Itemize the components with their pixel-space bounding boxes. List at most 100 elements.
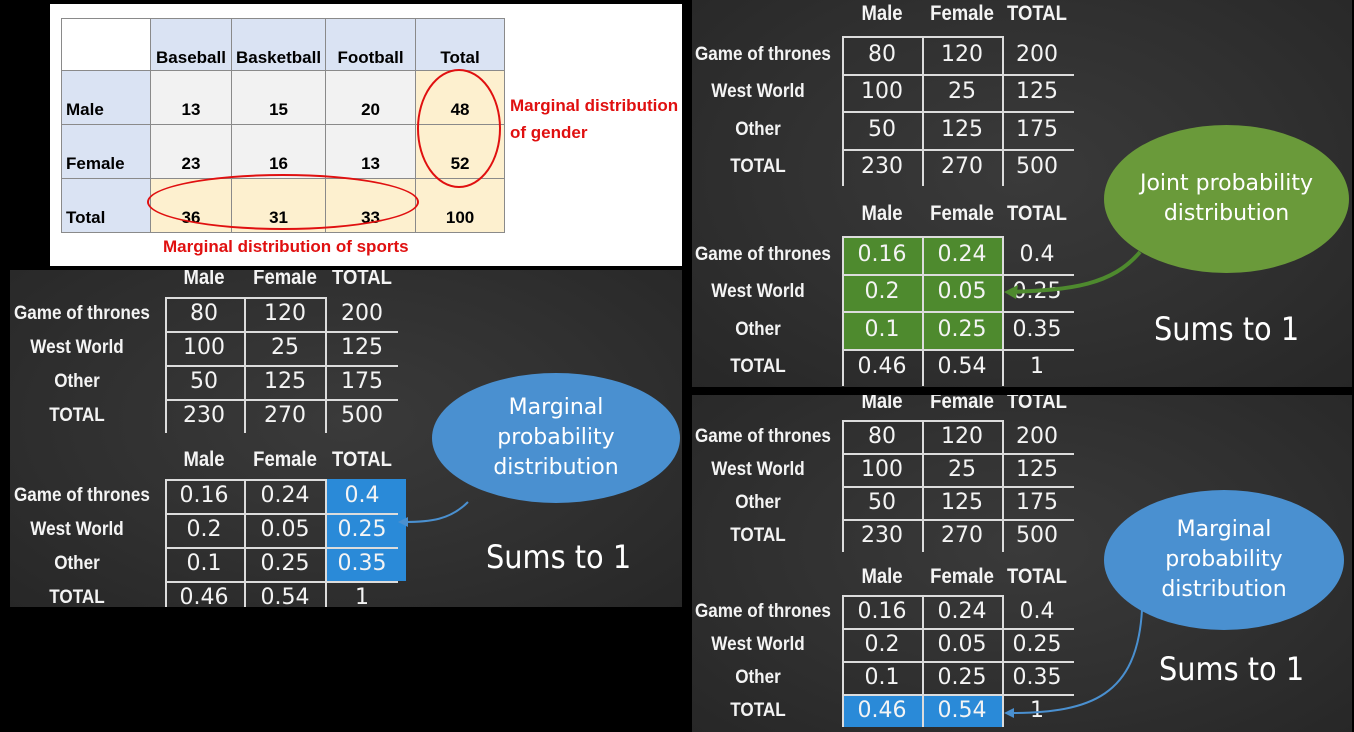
grid-line — [165, 479, 167, 607]
table-cell: 200 — [1016, 41, 1058, 67]
row-label: West World — [30, 337, 124, 358]
table-cell: 100 — [861, 79, 903, 105]
table-cell: 0.1 — [864, 316, 900, 342]
row-label: Other — [54, 553, 100, 574]
row-label: Other — [735, 118, 781, 140]
table-cell: 125 — [264, 369, 306, 394]
row-label: West World — [711, 81, 805, 103]
row-header: Total — [61, 178, 151, 233]
grid-line — [165, 581, 398, 583]
table-cell: 0.05 — [260, 517, 310, 542]
grid-line — [165, 513, 398, 515]
table-cell: 230 — [183, 403, 225, 428]
table-cell: 0.4 — [1019, 241, 1055, 267]
table-cell: 0.46 — [857, 354, 907, 380]
column-header: TOTAL — [1007, 1, 1067, 25]
row-label: TOTAL — [730, 699, 786, 721]
marginal-cols-panel: Male Female TOTAL Game of thrones 80 120 200 We… — [692, 395, 1352, 732]
grid-line — [842, 236, 1002, 238]
grid-line — [842, 420, 1002, 422]
column-header: Male — [861, 395, 903, 413]
sums-to-one-label: Sums to 1 — [486, 538, 632, 576]
table-cell: 120 — [941, 423, 983, 449]
table-cell: 200 — [1016, 423, 1058, 449]
highlighted-cell — [325, 513, 406, 547]
highlighted-cell — [842, 694, 922, 727]
table-cell: 80 — [190, 301, 218, 326]
table-header-row: Baseball Basketball Football Total — [61, 18, 506, 71]
table-cell: 0.25 — [937, 664, 987, 690]
table-cell: 200 — [341, 301, 383, 326]
table-cell: 0.05 — [937, 279, 987, 305]
marginal-rows-panel: Male Female TOTAL Game of thrones 80 120 200 We… — [10, 270, 682, 607]
table-cell: 125 — [1016, 456, 1058, 482]
column-header: Female — [930, 201, 994, 225]
table-cell: 50 — [868, 489, 896, 515]
column-header: Basketball — [230, 18, 327, 71]
table-cell: 0.25 — [937, 316, 987, 342]
column-header: TOTAL — [332, 448, 392, 471]
grid-line — [842, 453, 1074, 455]
row-label: West World — [30, 519, 124, 540]
grid-line — [842, 311, 1074, 313]
column-header: Male — [861, 565, 903, 588]
annotation-line: Marginal distribution — [510, 96, 679, 115]
table-cell: 0.2 — [864, 631, 900, 657]
table-cell: 25 — [948, 79, 976, 105]
grid-line — [842, 111, 1074, 113]
table-cell: 0.54 — [937, 697, 987, 723]
table-cell: 125 — [1016, 79, 1058, 105]
grid-line — [842, 661, 1074, 663]
pointer-arrow — [1004, 609, 1143, 718]
row-label: Game of thrones — [695, 600, 831, 622]
column-header: Baseball — [150, 18, 232, 71]
column-header: Female — [930, 1, 994, 25]
table-cell: 125 — [941, 116, 983, 142]
table-cell: 16 — [230, 124, 327, 179]
table-cell: 0.54 — [937, 354, 987, 380]
joint-distribution-panel: Male Female TOTAL Game of thrones 80 120 200 We… — [692, 0, 1352, 387]
row-label: Game of thrones — [14, 485, 150, 506]
arrow-line — [1009, 609, 1143, 714]
column-header: TOTAL — [1007, 201, 1067, 225]
table-cell: 0.16 — [857, 598, 907, 624]
excel-crosstab-panel: Baseball Basketball Football Total Male … — [50, 4, 682, 266]
table-cell: 0.24 — [937, 241, 987, 267]
highlighted-cell — [842, 311, 922, 349]
column-header: Female — [253, 270, 317, 289]
table-cell: 0.25 — [337, 517, 387, 542]
row-header: Male — [61, 70, 151, 125]
table-cell: 0.25 — [1012, 631, 1062, 657]
table-cell: 230 — [861, 154, 903, 180]
grid-line — [165, 331, 398, 333]
sports-marginal-ellipse — [147, 174, 419, 230]
column-header: TOTAL — [332, 270, 392, 289]
table-cell: 1 — [1030, 697, 1044, 723]
distribution-bubble: Marginal probability distribution — [432, 373, 680, 503]
table-cell: 0.16 — [179, 483, 229, 508]
row-label: West World — [711, 633, 805, 655]
table-cell: 13 — [325, 124, 417, 179]
table-cell: 50 — [868, 116, 896, 142]
table-cell: 0.54 — [260, 585, 310, 607]
table-cell: 0.2 — [186, 517, 222, 542]
highlighted-cell — [325, 479, 406, 513]
sums-to-one-label: Sums to 1 — [1159, 650, 1305, 688]
grid-line — [325, 479, 327, 607]
table-cell: 500 — [1016, 522, 1058, 548]
row-label: Other — [735, 666, 781, 688]
sums-to-one-label: Sums to 1 — [1154, 310, 1300, 348]
table-cell: 0.46 — [179, 585, 229, 607]
table-cell: 0.4 — [1019, 598, 1055, 624]
row-label: Game of thrones — [695, 43, 831, 65]
table-cell: 0.4 — [344, 483, 380, 508]
table-cell: 100 — [861, 456, 903, 482]
table-cell: 120 — [264, 301, 306, 326]
distribution-bubble: Joint probability distribution — [1104, 125, 1349, 273]
grid-line — [842, 36, 1002, 38]
grid-line — [842, 628, 1074, 630]
table-cell: 175 — [1016, 489, 1058, 515]
row-label: TOTAL — [730, 356, 786, 378]
column-header: Total — [415, 18, 506, 71]
column-header: Football — [325, 18, 417, 71]
